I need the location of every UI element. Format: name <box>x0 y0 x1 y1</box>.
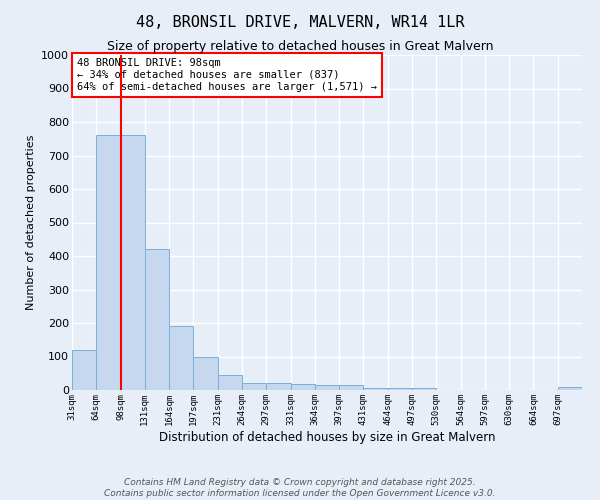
Bar <box>412 388 436 390</box>
Bar <box>364 388 388 390</box>
Bar <box>169 326 193 390</box>
Bar <box>242 382 266 390</box>
Y-axis label: Number of detached properties: Number of detached properties <box>26 135 35 310</box>
Bar <box>290 384 315 390</box>
Bar <box>315 385 339 390</box>
Bar <box>558 388 582 390</box>
Text: Contains HM Land Registry data © Crown copyright and database right 2025.
Contai: Contains HM Land Registry data © Crown c… <box>104 478 496 498</box>
Bar <box>145 250 169 390</box>
Bar <box>121 136 145 390</box>
Bar <box>388 388 412 390</box>
Bar <box>193 356 218 390</box>
Text: Size of property relative to detached houses in Great Malvern: Size of property relative to detached ho… <box>107 40 493 53</box>
Text: 48, BRONSIL DRIVE, MALVERN, WR14 1LR: 48, BRONSIL DRIVE, MALVERN, WR14 1LR <box>136 15 464 30</box>
Bar <box>218 375 242 390</box>
Bar <box>96 136 121 390</box>
Text: 48 BRONSIL DRIVE: 98sqm
← 34% of detached houses are smaller (837)
64% of semi-d: 48 BRONSIL DRIVE: 98sqm ← 34% of detache… <box>77 58 377 92</box>
Bar <box>72 350 96 390</box>
Bar <box>266 382 290 390</box>
X-axis label: Distribution of detached houses by size in Great Malvern: Distribution of detached houses by size … <box>159 430 495 444</box>
Bar <box>339 385 364 390</box>
